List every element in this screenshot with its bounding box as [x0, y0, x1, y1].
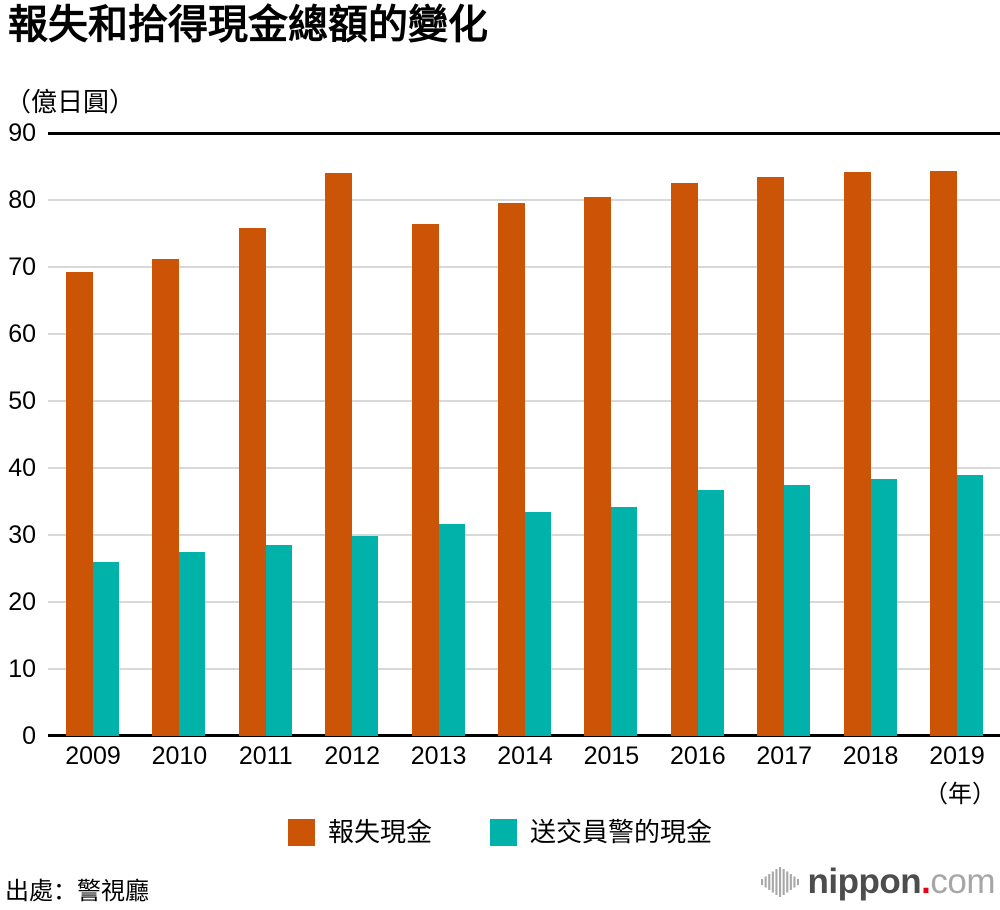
x-tick-label-2012: 2012	[324, 742, 380, 770]
bar-found-2010	[179, 552, 206, 736]
logo-nippon-text: nippon	[807, 862, 922, 901]
bar-lost-2016	[670, 182, 698, 736]
bar-lost-2012	[325, 172, 353, 736]
y-axis-labels: 0 10 20 30 40 50 60 70 80 90	[0, 119, 36, 750]
bar-lost-2011	[238, 228, 266, 736]
y-tick-label-70: 70	[8, 253, 36, 281]
y-tick-label-10: 10	[8, 655, 36, 683]
y-tick-label-80: 80	[8, 186, 36, 214]
bar-found-2012	[352, 536, 379, 736]
y-tick-label-20: 20	[8, 588, 36, 616]
found-cash-swatch-icon	[490, 818, 517, 846]
bar-found-2019	[957, 475, 983, 736]
x-axis-unit-label: （年）	[924, 781, 996, 808]
logo-com-text: com	[930, 862, 995, 901]
bar-lost-2019	[930, 170, 957, 736]
bar-lost-2013	[411, 224, 439, 736]
x-tick-label-2013: 2013	[410, 742, 467, 770]
legend-item-lost-cash: 報失現金	[287, 817, 432, 847]
legend-item-found-cash: 送交員警的現金	[490, 817, 712, 847]
nippon-com-logo: nippon.com	[760, 862, 996, 902]
x-tick-label-2009: 2009	[65, 742, 121, 770]
x-axis-labels: 2009 2010 2011 2012 2013 2014 2015 2016 2017 2018…	[0, 742, 1000, 772]
x-tick-label-2019: 2019	[929, 742, 985, 770]
legend-label-lost-cash: 報失現金	[327, 817, 432, 847]
chart-title: 報失和拾得現金總額的變化	[8, 3, 488, 47]
nippon-waveform-icon	[760, 867, 799, 897]
x-tick-label-2010: 2010	[151, 742, 208, 770]
y-tick-label-50: 50	[8, 387, 36, 415]
y-tick-label-30: 30	[8, 521, 36, 549]
bar-found-2009	[93, 562, 119, 736]
chart-legend: 報失現金 送交員警的現金	[0, 817, 1000, 847]
x-tick-label-2015: 2015	[583, 742, 640, 770]
bar-lost-2014	[498, 202, 525, 736]
x-tick-label-2017: 2017	[756, 742, 812, 770]
x-tick-label-2016: 2016	[669, 742, 726, 770]
bar-lost-2015	[584, 197, 612, 736]
y-tick-label-0: 0	[22, 722, 36, 750]
logo-dot-text: .	[921, 862, 931, 901]
bar-found-2015	[611, 506, 638, 736]
nippon-com-wordmark: nippon.com	[807, 862, 996, 902]
y-tick-label-60: 60	[8, 320, 36, 348]
bar-lost-2009	[66, 272, 93, 736]
x-tick-label-2011: 2011	[238, 742, 293, 770]
y-tick-label-40: 40	[8, 454, 36, 482]
bar-found-2017	[784, 484, 811, 736]
bar-lost-2017	[757, 177, 785, 736]
source-credit: 出處：警視廳	[5, 878, 149, 905]
bar-found-2011	[265, 545, 292, 736]
axis-top-line	[48, 132, 1000, 135]
bar-lost-2010	[152, 258, 180, 736]
x-tick-label-2018: 2018	[842, 742, 899, 770]
bar-found-2013	[438, 524, 465, 736]
bar-found-2016	[697, 490, 724, 736]
lost-cash-swatch-icon	[287, 818, 315, 846]
plot-area	[0, 132, 1000, 737]
y-axis-unit-label: （億日圓）	[5, 87, 136, 117]
gridline-80	[48, 199, 1000, 201]
y-tick-label-90: 90	[8, 119, 36, 147]
bar-lost-2018	[843, 171, 871, 736]
x-tick-label-2014: 2014	[497, 742, 553, 770]
bar-found-2018	[870, 479, 897, 736]
bar-found-2014	[525, 512, 551, 736]
legend-label-found-cash: 送交員警的現金	[530, 817, 713, 847]
